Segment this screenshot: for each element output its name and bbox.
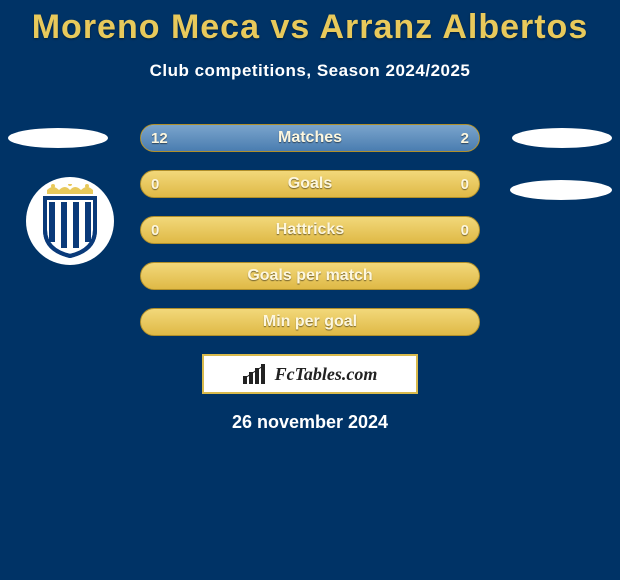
stat-label: Goals [288, 175, 332, 193]
stat-label: Hattricks [276, 221, 344, 239]
stat-value-right: 0 [461, 222, 469, 239]
club-badge [26, 177, 114, 265]
stat-value-right: 0 [461, 176, 469, 193]
stat-value-left: 12 [151, 130, 168, 147]
player-right-logo [512, 128, 612, 148]
stat-label: Matches [278, 129, 342, 147]
page-subtitle: Club competitions, Season 2024/2025 [0, 61, 620, 81]
stat-bar-matches: 12 Matches 2 [140, 124, 480, 152]
stat-bar-goals-per-match: Goals per match [140, 262, 480, 290]
page-title: Moreno Meca vs Arranz Albertos [0, 0, 620, 47]
stat-bar-left-fill [141, 125, 405, 151]
stat-bar-goals: 0 Goals 0 [140, 170, 480, 198]
stat-label: Goals per match [247, 267, 372, 285]
player-left-logo [8, 128, 108, 148]
player-right-logo-2 [510, 180, 612, 200]
stat-value-left: 0 [151, 176, 159, 193]
bars-icon [243, 364, 271, 384]
stat-value-right: 2 [461, 130, 469, 147]
stat-label: Min per goal [263, 313, 357, 331]
stat-bar-hattricks: 0 Hattricks 0 [140, 216, 480, 244]
brand-text: FcTables.com [275, 364, 378, 385]
stat-value-left: 0 [151, 222, 159, 239]
brand-badge: FcTables.com [202, 354, 418, 394]
stat-bar-min-per-goal: Min per goal [140, 308, 480, 336]
stat-bars: 12 Matches 2 0 Goals 0 0 Hattricks 0 Goa… [140, 124, 480, 433]
date-text: 26 november 2024 [140, 412, 480, 433]
shield-icon [39, 184, 101, 258]
